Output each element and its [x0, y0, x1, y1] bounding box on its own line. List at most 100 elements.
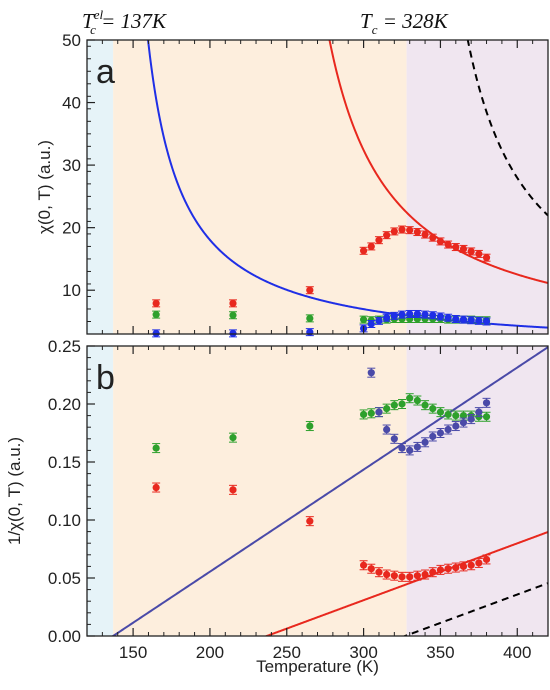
- data-point: [367, 242, 376, 251]
- marker: [152, 311, 160, 319]
- data-point: [474, 557, 483, 568]
- marker: [444, 565, 452, 573]
- marker: [390, 312, 398, 320]
- marker: [406, 394, 414, 402]
- series-b-0: [152, 482, 491, 582]
- marker: [367, 369, 375, 377]
- y-tick-label: 0.15: [48, 453, 81, 472]
- data-point: [459, 417, 468, 428]
- data-point: [398, 225, 407, 234]
- marker: [429, 311, 437, 319]
- marker: [467, 415, 475, 423]
- data-point: [398, 310, 407, 319]
- data-point: [359, 409, 368, 420]
- data-point: [398, 571, 407, 582]
- data-point: [413, 570, 422, 581]
- marker: [398, 573, 406, 581]
- x-tick-label: 400: [503, 643, 531, 662]
- x-tick-label: 200: [196, 643, 224, 662]
- marker: [229, 434, 237, 442]
- data-point: [390, 433, 399, 444]
- data-point: [428, 567, 437, 578]
- marker: [398, 400, 406, 408]
- data-point: [305, 314, 314, 323]
- marker: [475, 408, 483, 416]
- y-tick-label: 30: [62, 156, 81, 175]
- data-point: [382, 231, 391, 240]
- marker: [306, 314, 314, 322]
- marker: [413, 228, 421, 236]
- data-point: [374, 236, 383, 245]
- data-point: [374, 316, 383, 325]
- marker: [436, 408, 445, 416]
- marker: [452, 412, 460, 420]
- marker: [452, 422, 460, 430]
- data-point: [228, 299, 237, 308]
- marker: [367, 242, 375, 251]
- data-point: [405, 445, 414, 456]
- y-tick-label: 0.10: [48, 511, 81, 530]
- data-point: [413, 441, 422, 452]
- data-point: [474, 407, 483, 418]
- series-b-2: [367, 367, 491, 456]
- data-point: [390, 570, 399, 581]
- marker: [421, 230, 429, 239]
- marker: [375, 317, 383, 325]
- data-point: [459, 315, 468, 324]
- data-point: [428, 431, 437, 442]
- data-point: [474, 249, 483, 258]
- data-point: [305, 286, 314, 295]
- data-point: [451, 421, 460, 432]
- marker: [375, 568, 383, 576]
- data-point: [482, 317, 491, 326]
- tc-el-value: = 137K: [96, 9, 167, 33]
- marker: [421, 570, 429, 579]
- data-point: [359, 560, 368, 571]
- marker: [398, 311, 406, 319]
- data-point: [444, 313, 453, 322]
- marker: [459, 316, 468, 324]
- marker: [459, 245, 468, 253]
- tc-annotation: Tc = 328K: [360, 9, 449, 37]
- data-point: [467, 414, 476, 425]
- data-point: [359, 315, 368, 324]
- data-point: [482, 397, 491, 408]
- data-point: [421, 400, 430, 411]
- marker: [390, 227, 398, 236]
- marker: [459, 412, 468, 420]
- marker: [229, 299, 237, 307]
- marker: [429, 234, 437, 242]
- data-point: [152, 299, 161, 308]
- data-point: [428, 403, 437, 414]
- panel-label-b: b: [96, 359, 115, 397]
- tc-symbol: T: [360, 9, 373, 33]
- x-ticks-a: [101, 40, 549, 334]
- shaded-region-a-1: [113, 40, 407, 334]
- y-axis-title-a: χ(0, T) (a.u.): [35, 140, 54, 234]
- marker: [436, 429, 445, 437]
- marker: [383, 314, 391, 322]
- data-point: [436, 407, 445, 418]
- marker: [383, 425, 391, 434]
- data-point: [413, 309, 422, 318]
- data-point: [305, 516, 314, 527]
- data-point: [390, 311, 399, 320]
- data-point: [482, 411, 491, 422]
- marker: [467, 247, 475, 256]
- fit-curve-a-1: [328, 40, 548, 284]
- x-tick-label: 250: [273, 643, 301, 662]
- marker: [229, 486, 237, 494]
- marker: [375, 408, 383, 416]
- data-point: [382, 569, 391, 580]
- data-point: [359, 246, 368, 255]
- fit-curve-b-0: [111, 346, 548, 636]
- marker: [444, 425, 452, 434]
- data-point: [390, 227, 399, 236]
- marker: [360, 410, 368, 419]
- x-tick-label: 300: [349, 643, 377, 662]
- x-tick-label: 150: [119, 643, 147, 662]
- data-point: [428, 233, 437, 242]
- data-point: [451, 410, 460, 421]
- series-a-2: [152, 309, 491, 338]
- marker: [482, 555, 491, 564]
